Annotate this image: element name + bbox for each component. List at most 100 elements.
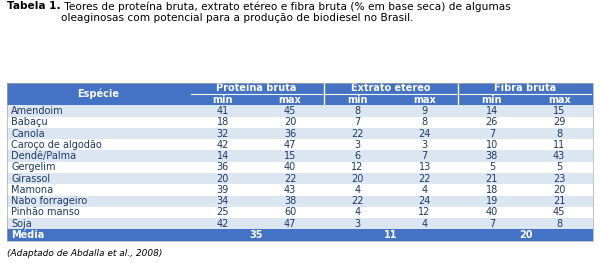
Text: 3: 3 bbox=[354, 219, 361, 229]
Text: 20: 20 bbox=[284, 117, 296, 127]
Text: 34: 34 bbox=[217, 196, 229, 206]
Text: Dendê/Palma: Dendê/Palma bbox=[11, 151, 77, 161]
Text: 36: 36 bbox=[217, 162, 229, 172]
Text: 14: 14 bbox=[217, 151, 229, 161]
Text: 45: 45 bbox=[553, 208, 565, 218]
Bar bbox=[7, 139, 593, 150]
Text: Canola: Canola bbox=[11, 129, 45, 139]
Bar bbox=[7, 207, 593, 218]
Text: Extrato etéreo: Extrato etéreo bbox=[351, 83, 431, 93]
Text: 11: 11 bbox=[553, 140, 565, 150]
Text: 20: 20 bbox=[351, 174, 364, 184]
Text: 35: 35 bbox=[250, 230, 263, 240]
Text: 20: 20 bbox=[217, 174, 229, 184]
Text: Proteína bruta: Proteína bruta bbox=[216, 83, 296, 93]
Text: 22: 22 bbox=[418, 174, 431, 184]
Text: max: max bbox=[548, 95, 571, 105]
Text: 60: 60 bbox=[284, 208, 296, 218]
Text: 15: 15 bbox=[284, 151, 296, 161]
Text: 11: 11 bbox=[384, 230, 398, 240]
Text: Soja: Soja bbox=[11, 219, 32, 229]
Text: 45: 45 bbox=[284, 106, 296, 116]
Text: 9: 9 bbox=[422, 106, 428, 116]
Text: Espécie: Espécie bbox=[77, 89, 119, 99]
Text: 19: 19 bbox=[486, 196, 498, 206]
Text: 12: 12 bbox=[351, 162, 364, 172]
Text: min: min bbox=[482, 95, 502, 105]
Text: 24: 24 bbox=[418, 129, 431, 139]
Bar bbox=[7, 218, 593, 229]
Text: 42: 42 bbox=[217, 219, 229, 229]
Text: 15: 15 bbox=[553, 106, 565, 116]
Text: Tabela 1.: Tabela 1. bbox=[7, 1, 61, 11]
Text: 22: 22 bbox=[351, 129, 364, 139]
Text: 7: 7 bbox=[489, 219, 495, 229]
Text: 39: 39 bbox=[217, 185, 229, 195]
Text: 13: 13 bbox=[418, 162, 431, 172]
Text: 3: 3 bbox=[354, 140, 361, 150]
Text: 18: 18 bbox=[217, 117, 229, 127]
Text: max: max bbox=[413, 95, 436, 105]
Bar bbox=[7, 229, 593, 241]
Text: 42: 42 bbox=[217, 140, 229, 150]
Bar bbox=[7, 105, 593, 117]
Bar bbox=[7, 150, 593, 162]
Text: 20: 20 bbox=[553, 185, 565, 195]
Text: 4: 4 bbox=[422, 219, 428, 229]
Text: 21: 21 bbox=[553, 196, 565, 206]
Bar bbox=[7, 83, 593, 241]
Text: 4: 4 bbox=[354, 185, 361, 195]
Text: 41: 41 bbox=[217, 106, 229, 116]
Text: 40: 40 bbox=[486, 208, 498, 218]
Text: min: min bbox=[212, 95, 233, 105]
Text: 24: 24 bbox=[418, 196, 431, 206]
Text: 8: 8 bbox=[556, 129, 562, 139]
Text: 43: 43 bbox=[553, 151, 565, 161]
Text: 36: 36 bbox=[284, 129, 296, 139]
Text: 7: 7 bbox=[354, 117, 361, 127]
Text: 5: 5 bbox=[556, 162, 562, 172]
Bar bbox=[7, 173, 593, 184]
Text: Amendoim: Amendoim bbox=[11, 106, 64, 116]
Text: 32: 32 bbox=[217, 129, 229, 139]
Text: Gergelim: Gergelim bbox=[11, 162, 56, 172]
Text: Caroço de algodão: Caroço de algodão bbox=[11, 140, 102, 150]
Text: 8: 8 bbox=[422, 117, 428, 127]
Text: 8: 8 bbox=[354, 106, 361, 116]
Text: 47: 47 bbox=[284, 140, 296, 150]
Text: 5: 5 bbox=[489, 162, 495, 172]
Text: Teores de proteína bruta, extrato etéreo e fibra bruta (% em base seca) de algum: Teores de proteína bruta, extrato etéreo… bbox=[61, 1, 511, 23]
Bar bbox=[7, 184, 593, 196]
Text: 4: 4 bbox=[422, 185, 428, 195]
Text: Média: Média bbox=[11, 230, 44, 240]
Text: 22: 22 bbox=[284, 174, 296, 184]
Text: 25: 25 bbox=[217, 208, 229, 218]
Text: 22: 22 bbox=[351, 196, 364, 206]
Bar bbox=[7, 128, 593, 139]
Text: 7: 7 bbox=[421, 151, 428, 161]
Text: Fibra bruta: Fibra bruta bbox=[494, 83, 557, 93]
Text: 20: 20 bbox=[519, 230, 532, 240]
Text: Babaçu: Babaçu bbox=[11, 117, 48, 127]
Text: max: max bbox=[278, 95, 301, 105]
Text: 43: 43 bbox=[284, 185, 296, 195]
Text: 26: 26 bbox=[485, 117, 498, 127]
Text: 47: 47 bbox=[284, 219, 296, 229]
Text: 23: 23 bbox=[553, 174, 565, 184]
Text: 21: 21 bbox=[485, 174, 498, 184]
Text: Mamona: Mamona bbox=[11, 185, 53, 195]
Text: 29: 29 bbox=[553, 117, 565, 127]
Text: Pinhão manso: Pinhão manso bbox=[11, 208, 80, 218]
Text: 38: 38 bbox=[486, 151, 498, 161]
Bar bbox=[7, 94, 593, 105]
Text: (Adaptado de Abdalla et al., 2008): (Adaptado de Abdalla et al., 2008) bbox=[7, 249, 163, 257]
Text: 18: 18 bbox=[486, 185, 498, 195]
Text: min: min bbox=[347, 95, 368, 105]
Text: 38: 38 bbox=[284, 196, 296, 206]
Text: 8: 8 bbox=[556, 219, 562, 229]
Bar bbox=[7, 83, 593, 94]
Text: Nabo forrageiro: Nabo forrageiro bbox=[11, 196, 88, 206]
Text: 10: 10 bbox=[486, 140, 498, 150]
Text: Girassol: Girassol bbox=[11, 174, 50, 184]
Bar bbox=[7, 196, 593, 207]
